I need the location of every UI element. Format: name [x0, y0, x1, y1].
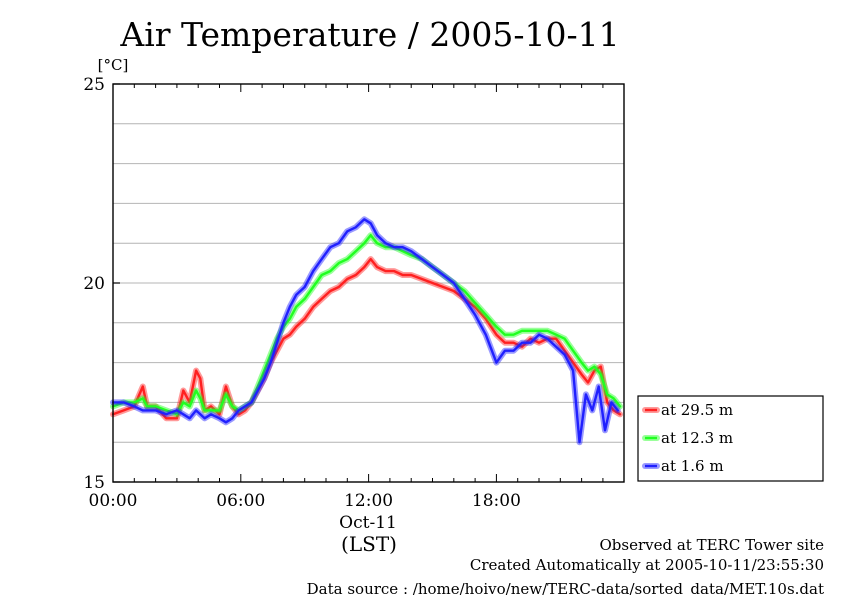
- created-note: Created Automatically at 2005-10-11/23:5…: [470, 556, 824, 574]
- x-tick-label: 12:00: [344, 491, 393, 511]
- x-tick-label: 06:00: [216, 491, 265, 511]
- x-date-label: Oct-11: [339, 513, 397, 533]
- chart-title: Air Temperature / 2005-10-11: [119, 15, 619, 54]
- x-tick-label: 18:00: [472, 491, 521, 511]
- legend-label: at 12.3 m: [661, 429, 733, 447]
- y-tick-label: 20: [83, 274, 105, 294]
- y-tick-label: 15: [83, 473, 105, 493]
- legend: at 29.5 m at 12.3 m at 1.6 m: [637, 395, 824, 482]
- legend-box: [637, 395, 824, 482]
- x-tick-label: 00:00: [89, 491, 138, 511]
- legend-label: at 1.6 m: [661, 457, 724, 475]
- source-note: Data source : /home/hoivo/new/TERC-data/…: [307, 580, 824, 595]
- legend-label: at 29.5 m: [661, 401, 733, 419]
- y-axis-unit: [°C]: [98, 56, 129, 74]
- series-line: [111, 257, 622, 420]
- axis-ticks: 15 20 25 00:00 06:00 12:00 18:00: [83, 75, 625, 511]
- series-lines: [110, 216, 623, 446]
- x-axis-label: (LST): [341, 532, 397, 556]
- site-note: Observed at TERC Tower site: [599, 536, 824, 554]
- series-line: [111, 218, 619, 444]
- grid: [113, 123, 624, 443]
- y-tick-label: 25: [83, 75, 105, 95]
- series-line: [111, 233, 622, 416]
